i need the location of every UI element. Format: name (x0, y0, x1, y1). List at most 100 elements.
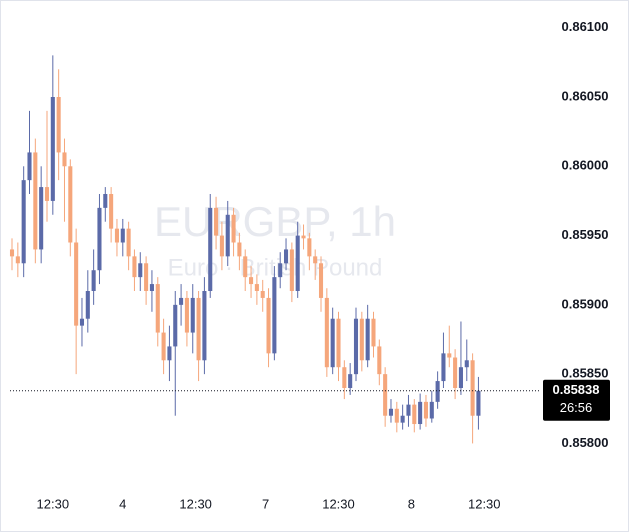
x-tick-label: 4 (119, 496, 126, 511)
candle-body (120, 228, 125, 243)
candle-body (365, 318, 370, 361)
candle-body (435, 381, 440, 402)
candle-body (103, 194, 108, 208)
candle-body (15, 256, 20, 264)
candle-body (377, 346, 382, 375)
candle-body (342, 367, 347, 388)
candle-body (260, 291, 265, 298)
candle-body (324, 297, 329, 368)
candle-body (272, 277, 277, 354)
candle-body (167, 346, 172, 361)
watermark-title: EURGBP, 1h (154, 198, 396, 245)
candle-body (155, 284, 160, 333)
x-tick-label: 12:30 (322, 496, 355, 511)
candle-body (149, 284, 154, 291)
y-tick-label: 0.85800 (562, 435, 609, 450)
candle-body (39, 187, 44, 250)
candle-body (91, 270, 96, 291)
candle-body (359, 318, 364, 361)
candle-body (243, 256, 248, 278)
candle-body (208, 207, 213, 291)
candle-body (126, 228, 131, 257)
candle-body (394, 408, 399, 423)
candle-body (348, 374, 353, 388)
candle-body (97, 207, 102, 271)
candle-body (27, 152, 32, 181)
candle-body (85, 291, 90, 319)
candle-body (161, 332, 166, 361)
candle-body (423, 401, 429, 419)
candle-body (109, 194, 114, 229)
candle-body (202, 291, 207, 361)
last-price-label: 0.85838 (553, 382, 600, 397)
candle-body (62, 152, 67, 167)
candle-body (330, 318, 335, 368)
y-tick-label: 0.86050 (562, 88, 609, 103)
candle-body (74, 242, 79, 326)
candle-body (458, 367, 463, 388)
candle-body (225, 214, 230, 257)
x-tick-label: 8 (408, 496, 415, 511)
candle-body (9, 249, 15, 257)
candle-body (453, 357, 458, 388)
candle-body (266, 297, 271, 354)
candle-body (144, 263, 149, 291)
candle-body (68, 166, 73, 243)
candle-body (190, 297, 195, 333)
y-tick-label: 0.85950 (562, 227, 609, 242)
candle-body (33, 152, 38, 250)
y-tick-label: 0.85850 (562, 366, 609, 381)
candle-body (278, 263, 283, 278)
candle-body (283, 249, 289, 264)
candle-body (336, 318, 341, 368)
candle-body (50, 97, 55, 201)
candle-body (353, 318, 359, 375)
candle-body (418, 401, 423, 425)
candle-body (429, 401, 434, 419)
candle-body (44, 187, 50, 201)
last-price-box (543, 379, 610, 421)
watermark-subtitle: Euro · British Pound (168, 254, 383, 281)
x-tick-label: 12:30 (468, 496, 501, 511)
candle-body (476, 390, 481, 416)
candle-body (138, 263, 143, 278)
candle-body (371, 318, 376, 347)
candle-body (219, 235, 224, 257)
candle-body (184, 297, 189, 333)
candle-body (56, 97, 61, 153)
candle-body (313, 256, 318, 264)
candle-body (295, 235, 300, 291)
y-tick-label: 0.86000 (562, 158, 609, 173)
candle-body (179, 297, 184, 305)
x-tick-label: 7 (262, 496, 269, 511)
candle-body (196, 297, 201, 361)
candle-body (383, 374, 388, 416)
candle-body (21, 180, 26, 264)
candle-body (441, 353, 446, 382)
candle-body (114, 228, 119, 243)
x-tick-label: 12:30 (37, 496, 70, 511)
candle-body (464, 360, 469, 368)
candle-body (388, 408, 394, 416)
candle-body (412, 404, 417, 425)
candle-body (231, 214, 236, 243)
x-tick-label: 12:30 (179, 496, 212, 511)
countdown-label: 26:56 (560, 400, 593, 415)
candle-body (254, 284, 259, 291)
candle-body (289, 249, 294, 291)
y-tick-label: 0.85900 (562, 296, 609, 311)
candle-body (447, 353, 452, 358)
candle-body (318, 263, 324, 298)
candle-body (237, 242, 242, 257)
candle-body (470, 360, 475, 416)
y-tick-label: 0.86100 (562, 19, 609, 34)
candle-body (406, 404, 411, 416)
candle-body (307, 238, 312, 257)
candle-body (400, 415, 405, 423)
candle-body (79, 318, 85, 326)
candle-body (132, 256, 137, 278)
candle-body (173, 304, 178, 347)
candle-body (249, 277, 254, 285)
